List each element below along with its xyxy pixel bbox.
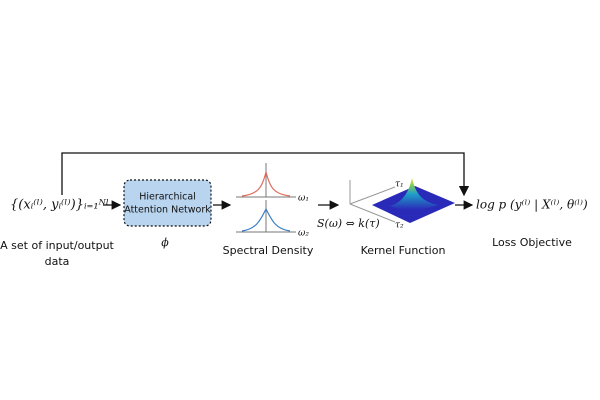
kernel-surface <box>349 178 455 223</box>
network-caption: ϕ <box>161 236 169 249</box>
omega2: ω₂ <box>298 229 309 239</box>
tau1: τ₁ <box>395 180 404 190</box>
kernel-caption: Kernel Function <box>361 244 446 257</box>
omega1: ω₁ <box>298 194 309 204</box>
input-math: {(xᵢ⁽ˡ⁾, yᵢ⁽ˡ⁾)}ᵢ₌₁ᴺˡ <box>10 198 109 213</box>
input-caption: A set of input/output <box>0 239 114 252</box>
network-box <box>123 179 212 227</box>
feedback-arrow <box>61 152 470 197</box>
input-caption: data <box>45 255 70 268</box>
spectral-caption: Spectral Density <box>223 244 314 257</box>
loss-caption: Loss Objective <box>492 236 572 249</box>
network-label: Attention Network <box>124 205 211 216</box>
spectral-plots <box>236 163 296 233</box>
loss-math: log p (y⁽ˡ⁾ | X⁽ˡ⁾, θ⁽ˡ⁾) <box>476 198 588 212</box>
network-label: Hierarchical <box>139 192 196 203</box>
tau2: τ₂ <box>395 221 404 231</box>
relation: S(ω) ⇔ k(τ) <box>317 217 380 230</box>
